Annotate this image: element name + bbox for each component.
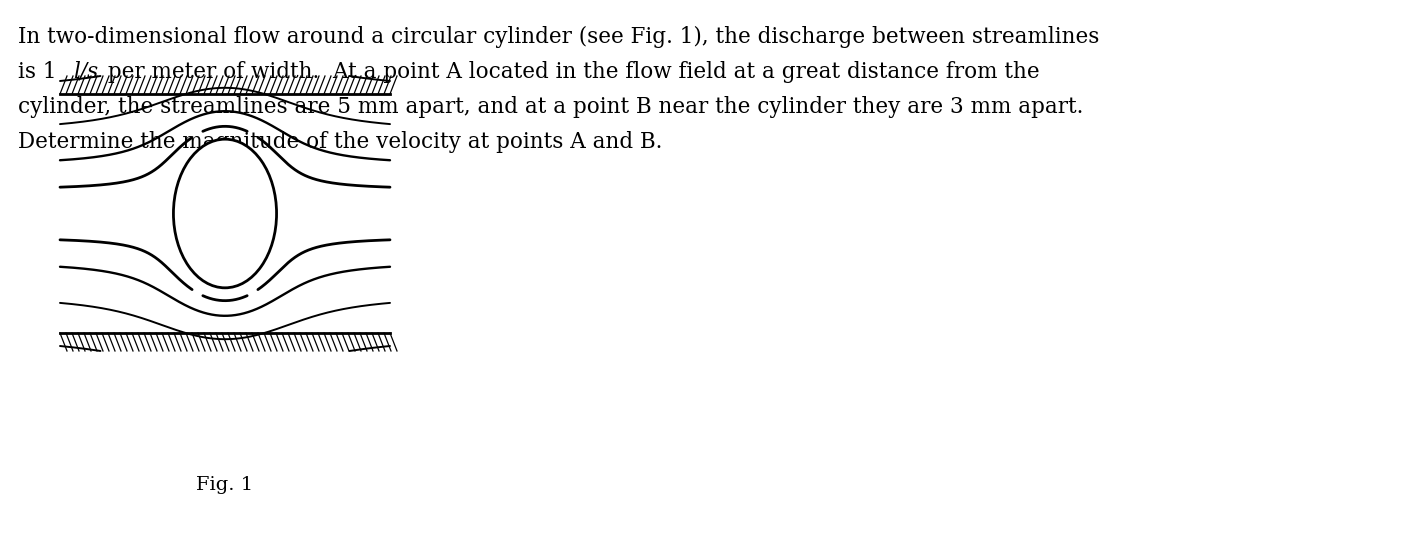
Text: cylinder, the streamlines are 5 mm apart, and at a point B near the cylinder the: cylinder, the streamlines are 5 mm apart…	[18, 96, 1083, 118]
Ellipse shape	[174, 139, 277, 288]
Text: is 1: is 1	[18, 61, 64, 83]
Text: Fig. 1: Fig. 1	[197, 476, 253, 494]
Text: l/s: l/s	[74, 61, 98, 83]
Text: Determine the magnitude of the velocity at points A and B.: Determine the magnitude of the velocity …	[18, 131, 662, 153]
Text: In two-dimensional flow around a circular cylinder (see Fig. 1), the discharge b: In two-dimensional flow around a circula…	[18, 26, 1099, 48]
Text: per meter of width.  At a point A located in the flow field at a great distance : per meter of width. At a point A located…	[100, 61, 1039, 83]
